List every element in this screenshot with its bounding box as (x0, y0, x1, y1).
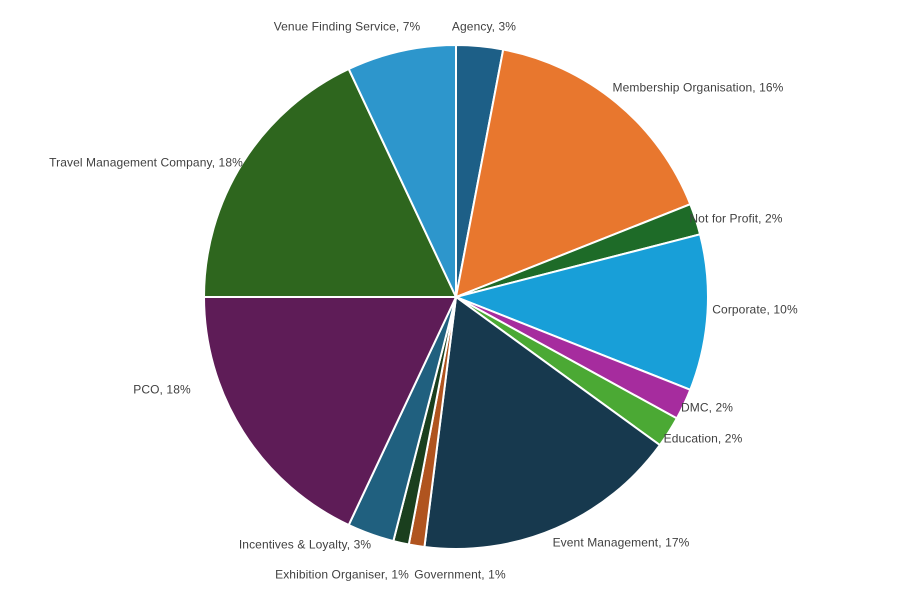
slice-label-education: Education, 2% (663, 431, 743, 446)
slice-label-venue-finding-service: Venue Finding Service, 7% (273, 19, 421, 34)
pie-slice-membership-organisation[interactable] (455, 48, 692, 298)
slice-label-membership-organisation: Membership Organisation, 16% (612, 80, 784, 95)
pie-slice-corporate[interactable] (455, 233, 709, 391)
slice-label-not-for-profit: Not for Profit, 2% (689, 211, 783, 226)
slice-label-corporate: Corporate, 10% (712, 302, 798, 317)
slice-label-incentives-loyalty: Incentives & Loyalty, 3% (238, 537, 372, 552)
slice-label-government: Government, 1% (414, 567, 506, 582)
pie-slice-venue-finding-service[interactable] (347, 44, 457, 298)
slice-label-pco: PCO, 18% (133, 382, 191, 397)
pie-slice-pco[interactable] (203, 296, 457, 527)
slice-label-travel-management-company: Travel Management Company, 18% (49, 155, 243, 170)
pie-slice-event-management[interactable] (423, 296, 661, 550)
slice-label-exhibition-organiser: Exhibition Organiser, 1% (275, 567, 409, 582)
slice-label-agency: Agency, 3% (451, 19, 517, 34)
slice-label-event-management: Event Management, 17% (552, 535, 690, 550)
pie-slice-travel-management-company[interactable] (203, 67, 457, 298)
slice-label-dmc: DMC, 2% (680, 400, 734, 415)
